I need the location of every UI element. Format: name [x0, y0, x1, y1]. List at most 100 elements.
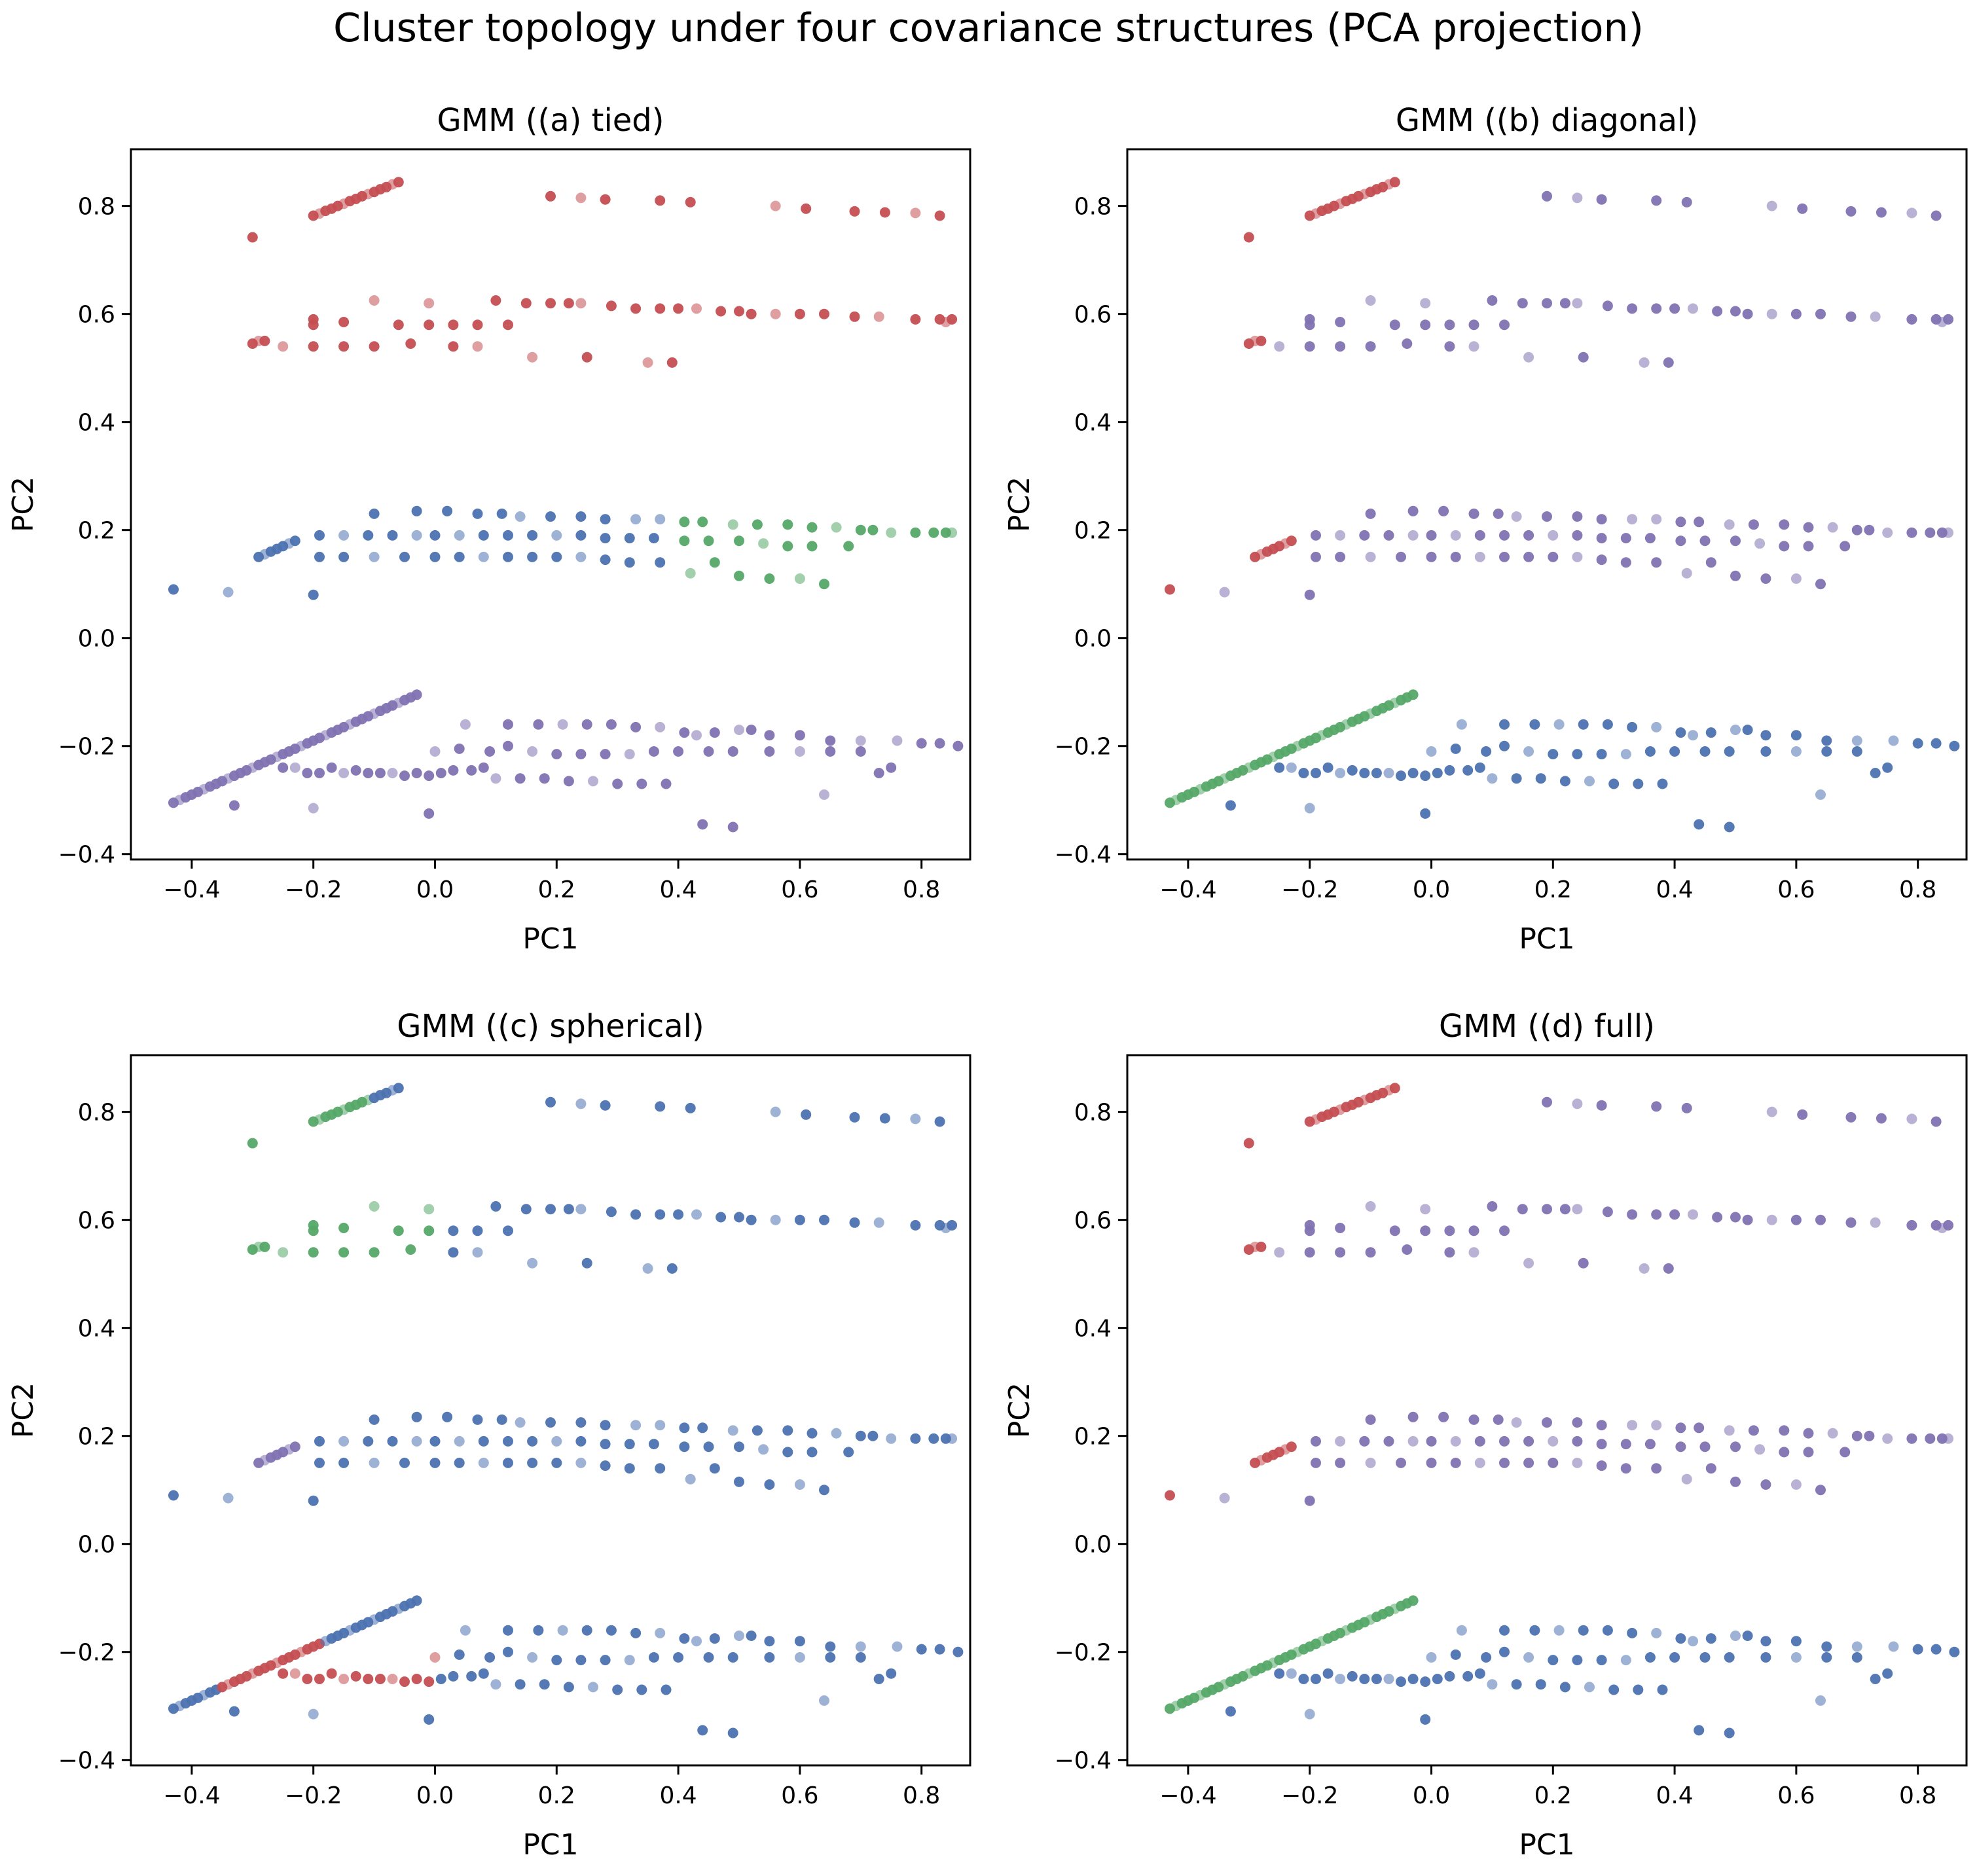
data-point — [1760, 730, 1771, 741]
data-point — [655, 1420, 666, 1431]
data-point — [1511, 511, 1522, 522]
data-point — [600, 533, 611, 544]
data-point — [648, 1439, 659, 1450]
data-point — [1596, 554, 1607, 566]
data-point — [794, 730, 805, 741]
data-point — [539, 773, 550, 784]
data-point — [855, 1430, 866, 1441]
data-point — [1243, 232, 1254, 243]
data-point — [1523, 1457, 1534, 1468]
data-point — [1815, 308, 1826, 319]
data-point — [314, 530, 325, 541]
data-point — [1402, 338, 1413, 349]
data-point — [679, 1441, 690, 1452]
data-point — [819, 1214, 829, 1225]
data-point — [1748, 1425, 1759, 1436]
axes-frame — [130, 148, 971, 861]
data-point — [429, 746, 441, 757]
data-point — [1474, 530, 1485, 541]
data-point — [1450, 1457, 1461, 1468]
data-point — [691, 1209, 702, 1220]
data-point — [1468, 1247, 1479, 1258]
data-point — [1906, 1433, 1917, 1444]
data-point — [1493, 508, 1504, 519]
data-point — [770, 200, 781, 211]
data-point — [600, 1439, 611, 1450]
data-point — [1888, 1641, 1899, 1652]
data-point — [1542, 298, 1552, 309]
data-point — [1803, 522, 1814, 533]
data-point — [910, 527, 921, 538]
data-point — [697, 819, 708, 830]
data-point — [1699, 1441, 1711, 1452]
data-point — [527, 530, 538, 541]
data-point — [1602, 1206, 1613, 1218]
data-point — [527, 1652, 538, 1663]
data-point — [1511, 1417, 1522, 1428]
y-tick-label: 0.0 — [1074, 626, 1112, 653]
data-point — [703, 1441, 714, 1452]
data-point — [1420, 298, 1431, 309]
data-point — [527, 1457, 538, 1468]
y-axis-label: PC2 — [1003, 1382, 1036, 1438]
data-point — [886, 527, 897, 538]
data-point — [1675, 727, 1686, 738]
data-point — [490, 1201, 501, 1212]
data-point — [752, 1425, 763, 1436]
subplot-4: GMM ((d) full) −0.4 −0.2 0.0 0.2 0.4 0.6 0.8 −0.… — [1003, 1008, 1968, 1862]
data-point — [393, 1225, 404, 1236]
y-tick-label: 0.6 — [1074, 302, 1112, 329]
data-point — [1639, 1263, 1650, 1274]
data-point — [289, 762, 300, 773]
data-point — [934, 1644, 945, 1655]
data-point — [1815, 1485, 1826, 1496]
data-point — [308, 1708, 319, 1720]
data-point — [782, 541, 793, 552]
data-point — [460, 719, 471, 730]
data-point — [934, 1116, 945, 1127]
data-point — [435, 1674, 446, 1684]
data-point — [527, 551, 538, 562]
data-point — [308, 319, 319, 331]
data-point — [1931, 1644, 1942, 1655]
data-point — [1359, 1674, 1370, 1684]
data-point — [575, 192, 587, 204]
data-point — [1851, 1430, 1862, 1441]
data-point — [399, 1457, 410, 1468]
data-point — [1487, 295, 1498, 306]
data-point — [363, 530, 374, 541]
data-point — [831, 522, 842, 533]
data-point — [1426, 551, 1437, 562]
data-point — [442, 1411, 453, 1422]
data-point — [1925, 1433, 1936, 1444]
data-point — [1657, 778, 1668, 789]
data-point — [703, 1652, 714, 1663]
data-point — [1797, 1109, 1808, 1120]
data-point — [1553, 719, 1565, 730]
data-point — [454, 530, 465, 541]
data-point — [1444, 319, 1455, 331]
data-point — [1286, 1441, 1297, 1452]
y-tick-label: 0.2 — [1074, 1424, 1112, 1451]
data-point — [1845, 1111, 1857, 1123]
data-point — [1651, 1420, 1662, 1431]
data-point — [758, 538, 769, 549]
scatter-points — [1165, 1083, 1960, 1739]
data-point — [1851, 524, 1862, 535]
data-point — [308, 803, 319, 814]
data-point — [1304, 803, 1315, 814]
data-point — [1420, 1204, 1431, 1215]
data-point — [1669, 746, 1680, 757]
data-point — [1578, 352, 1589, 363]
data-point — [1420, 1225, 1431, 1236]
data-point — [1596, 1439, 1607, 1450]
data-point — [478, 1457, 489, 1468]
data-point — [551, 551, 562, 562]
data-point — [1815, 579, 1826, 590]
x-tick-label: 0.8 — [903, 876, 940, 903]
x-tick-label: 0.4 — [1656, 876, 1693, 903]
data-point — [1311, 530, 1321, 541]
data-point — [1572, 1435, 1583, 1447]
x-tick-label: 0.2 — [1534, 876, 1572, 903]
data-point — [873, 311, 884, 322]
